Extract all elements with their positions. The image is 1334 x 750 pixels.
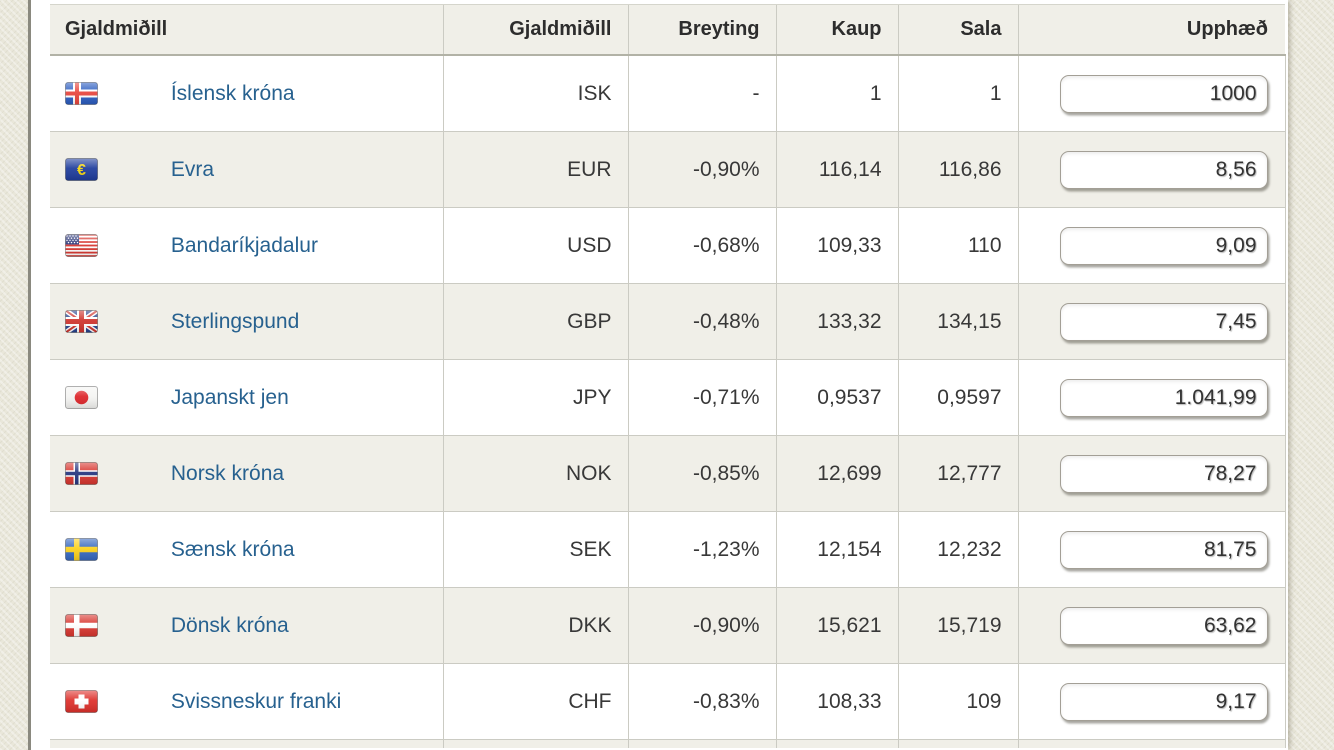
sell-rate: 134,15	[897, 283, 1018, 360]
change-value: -1,23%	[627, 511, 776, 588]
currency-code: JPY	[442, 359, 628, 436]
currency-name-link[interactable]: Bandaríkjadalur	[170, 233, 318, 257]
amount-input[interactable]	[1059, 454, 1268, 493]
buy-rate: 12,154	[775, 511, 898, 588]
currency-code: NOK	[442, 435, 628, 512]
partial-row	[50, 739, 1286, 748]
sell-rate: 1	[897, 54, 1018, 132]
change-value: -0,48%	[627, 283, 776, 360]
sell-rate: 12,777	[897, 435, 1018, 512]
change-value: -	[627, 54, 776, 132]
currency-row: Bandaríkjadalur USD -0,68% 109,33 110	[50, 207, 1286, 284]
col-header-code: Gjaldmiðill	[442, 4, 628, 56]
amount-input[interactable]	[1059, 530, 1268, 569]
currency-name-link[interactable]: Evra	[170, 157, 215, 181]
buy-rate: 12,699	[775, 435, 898, 512]
sweden-flag	[65, 538, 98, 562]
sell-rate: 0,9597	[897, 359, 1018, 436]
col-header-change: Breyting	[627, 4, 776, 56]
buy-rate: 116,14	[775, 131, 898, 208]
amount-input[interactable]	[1059, 150, 1268, 189]
content-area: Gjaldmiðill Gjaldmiðill Breyting Kaup Sa…	[28, 0, 1288, 750]
currency-code: USD	[442, 207, 628, 284]
buy-rate: 109,33	[775, 207, 898, 284]
japan-flag	[65, 386, 98, 410]
currency-code: ISK	[442, 54, 628, 132]
col-header-buy: Kaup	[775, 4, 898, 56]
change-value: -0,83%	[627, 663, 776, 740]
currency-name-link[interactable]: Sterlingspund	[170, 309, 300, 333]
buy-rate: 1	[775, 54, 898, 132]
buy-rate: 0,9537	[775, 359, 898, 436]
currency-code: DKK	[442, 587, 628, 664]
amount-input[interactable]	[1059, 302, 1268, 341]
currency-code: GBP	[442, 283, 628, 360]
amount-input[interactable]	[1059, 378, 1268, 417]
change-value: -0,85%	[627, 435, 776, 512]
currency-code: SEK	[442, 511, 628, 588]
eu-flag: €	[65, 158, 98, 182]
sell-rate: 110	[897, 207, 1018, 284]
currency-row: Svissneskur franki CHF -0,83% 108,33 109	[50, 663, 1286, 740]
buy-rate: 108,33	[775, 663, 898, 740]
change-value: -0,90%	[627, 587, 776, 664]
currency-row: € Evra EUR -0,90% 116,14 116,86	[50, 131, 1286, 208]
currency-code: CHF	[442, 663, 628, 740]
buy-rate: 15,621	[775, 587, 898, 664]
amount-input[interactable]	[1059, 682, 1268, 721]
denmark-flag	[65, 614, 98, 638]
currency-row: Japanskt jen JPY -0,71% 0,9537 0,9597	[50, 359, 1286, 436]
currency-row: Sterlingspund GBP -0,48% 133,32 134,15	[50, 283, 1286, 360]
buy-rate: 133,32	[775, 283, 898, 360]
currency-code: EUR	[442, 131, 628, 208]
col-header-sell: Sala	[897, 4, 1018, 56]
iceland-flag	[65, 82, 98, 106]
currency-row: Norsk króna NOK -0,85% 12,699 12,777	[50, 435, 1286, 512]
currency-row: Íslensk króna ISK - 1 1	[50, 54, 1286, 132]
currency-name-link[interactable]: Japanskt jen	[170, 385, 289, 409]
sell-rate: 15,719	[897, 587, 1018, 664]
currency-name-link[interactable]: Svissneskur franki	[170, 689, 342, 713]
sell-rate: 12,232	[897, 511, 1018, 588]
switzerland-flag	[65, 690, 98, 714]
amount-input[interactable]	[1059, 606, 1268, 645]
col-header-amount: Upphæð	[1017, 4, 1285, 56]
table-header-row: Gjaldmiðill Gjaldmiðill Breyting Kaup Sa…	[50, 4, 1285, 56]
sell-rate: 116,86	[897, 131, 1018, 208]
currency-row: Dönsk króna DKK -0,90% 15,621 15,719	[50, 587, 1286, 664]
change-value: -0,68%	[627, 207, 776, 284]
currency-table: Gjaldmiðill Gjaldmiðill Breyting Kaup Sa…	[50, 4, 1286, 748]
norway-flag	[65, 462, 98, 486]
change-value: -0,90%	[627, 131, 776, 208]
currency-row: Sænsk króna SEK -1,23% 12,154 12,232	[50, 511, 1286, 588]
col-header-currency: Gjaldmiðill	[50, 4, 443, 56]
sell-rate: 109	[897, 663, 1018, 740]
currency-name-link[interactable]: Norsk króna	[170, 461, 285, 485]
uk-flag	[65, 310, 98, 334]
change-value: -0,71%	[627, 359, 776, 436]
currency-name-link[interactable]: Sænsk króna	[170, 537, 295, 561]
usa-flag	[65, 234, 98, 258]
currency-name-link[interactable]: Dönsk króna	[170, 613, 289, 637]
amount-input[interactable]	[1059, 74, 1268, 113]
amount-input[interactable]	[1059, 226, 1268, 265]
currency-name-link[interactable]: Íslensk króna	[170, 81, 295, 105]
